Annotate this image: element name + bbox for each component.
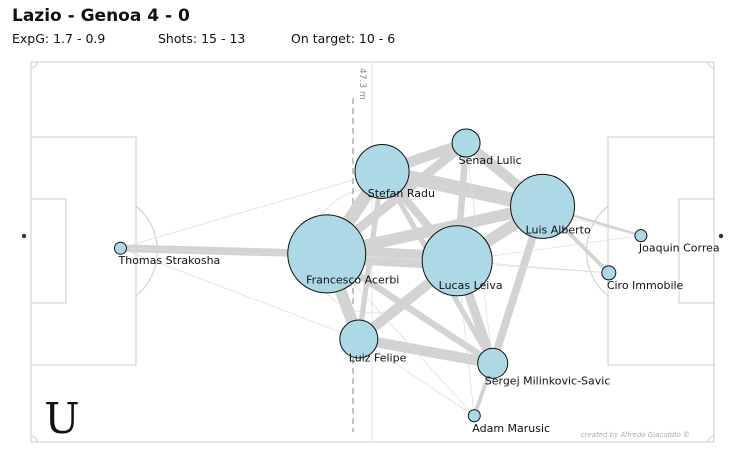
- node-adam-marusic: [467, 409, 481, 423]
- edge-luiz-felipe-sergej-milinkovic-savic: [357, 333, 494, 369]
- edge-thomas-strakosha-luiz-felipe: [120, 247, 359, 340]
- label-joaquin-correa: Joaquin Correa: [638, 242, 720, 255]
- label-luis-alberto: Luis Alberto: [526, 224, 591, 237]
- edge-luiz-felipe-stefan-radu: [356, 171, 385, 340]
- player-nodes: [113, 128, 648, 423]
- match-title: Lazio - Genoa 4 - 0: [12, 6, 190, 26]
- label-lucas-leiva: Lucas Leiva: [439, 279, 503, 292]
- team-logo-icon: U: [44, 394, 79, 443]
- corner-arc-bl: [30, 435, 38, 443]
- edge-thomas-strakosha-stefan-radu: [120, 171, 383, 249]
- left-goal-area: [30, 198, 67, 304]
- corner-arc-tr: [707, 61, 715, 69]
- corner-arc-br: [707, 435, 715, 443]
- node-ciro-immobile: [601, 265, 617, 281]
- label-francesco-acerbi: Francesco Acerbi: [306, 274, 399, 287]
- label-thomas-strakosha: Thomas Strakosha: [117, 254, 220, 267]
- label-luiz-felipe: Luiz Felipe: [349, 352, 407, 365]
- node-stefan-radu: [354, 143, 410, 199]
- node-francesco-acerbi: [287, 214, 367, 294]
- left-goal-marker: [21, 233, 27, 239]
- edge-adam-marusic-luiz-felipe: [358, 338, 475, 417]
- node-luiz-felipe: [339, 319, 379, 359]
- right-goal-area: [678, 198, 715, 304]
- node-thomas-strakosha: [113, 241, 127, 255]
- expg-stat: ExpG: 1.7 - 0.9: [12, 31, 106, 46]
- node-joaquin-correa: [634, 229, 648, 243]
- label-ciro-immobile: Ciro Immobile: [607, 279, 684, 292]
- node-lucas-leiva: [421, 225, 493, 297]
- node-sergej-milinkovic-savic: [477, 347, 509, 379]
- right-goal-marker: [718, 233, 724, 239]
- label-sergej-milinkovic-savic: Sergej Milinkovic-Savic: [485, 375, 611, 388]
- node-luis-alberto: [510, 173, 576, 239]
- label-stefan-radu: Stefan Radu: [368, 187, 435, 200]
- median-line-label: 47.3 m: [357, 68, 367, 100]
- corner-arc-tl: [30, 61, 38, 69]
- label-adam-marusic: Adam Marusic: [472, 422, 550, 435]
- label-senad-lulic: Senad Lulic: [459, 154, 522, 167]
- on-target-stat: On target: 10 - 6: [291, 31, 396, 46]
- player-labels: Thomas Strakosha Francesco Acerbi Stefan R…: [117, 154, 719, 435]
- node-senad-lulic: [451, 128, 481, 158]
- shots-stat: Shots: 15 - 13: [158, 31, 246, 46]
- credit-text: created by Alfredo Giacobbo ©: [581, 431, 690, 439]
